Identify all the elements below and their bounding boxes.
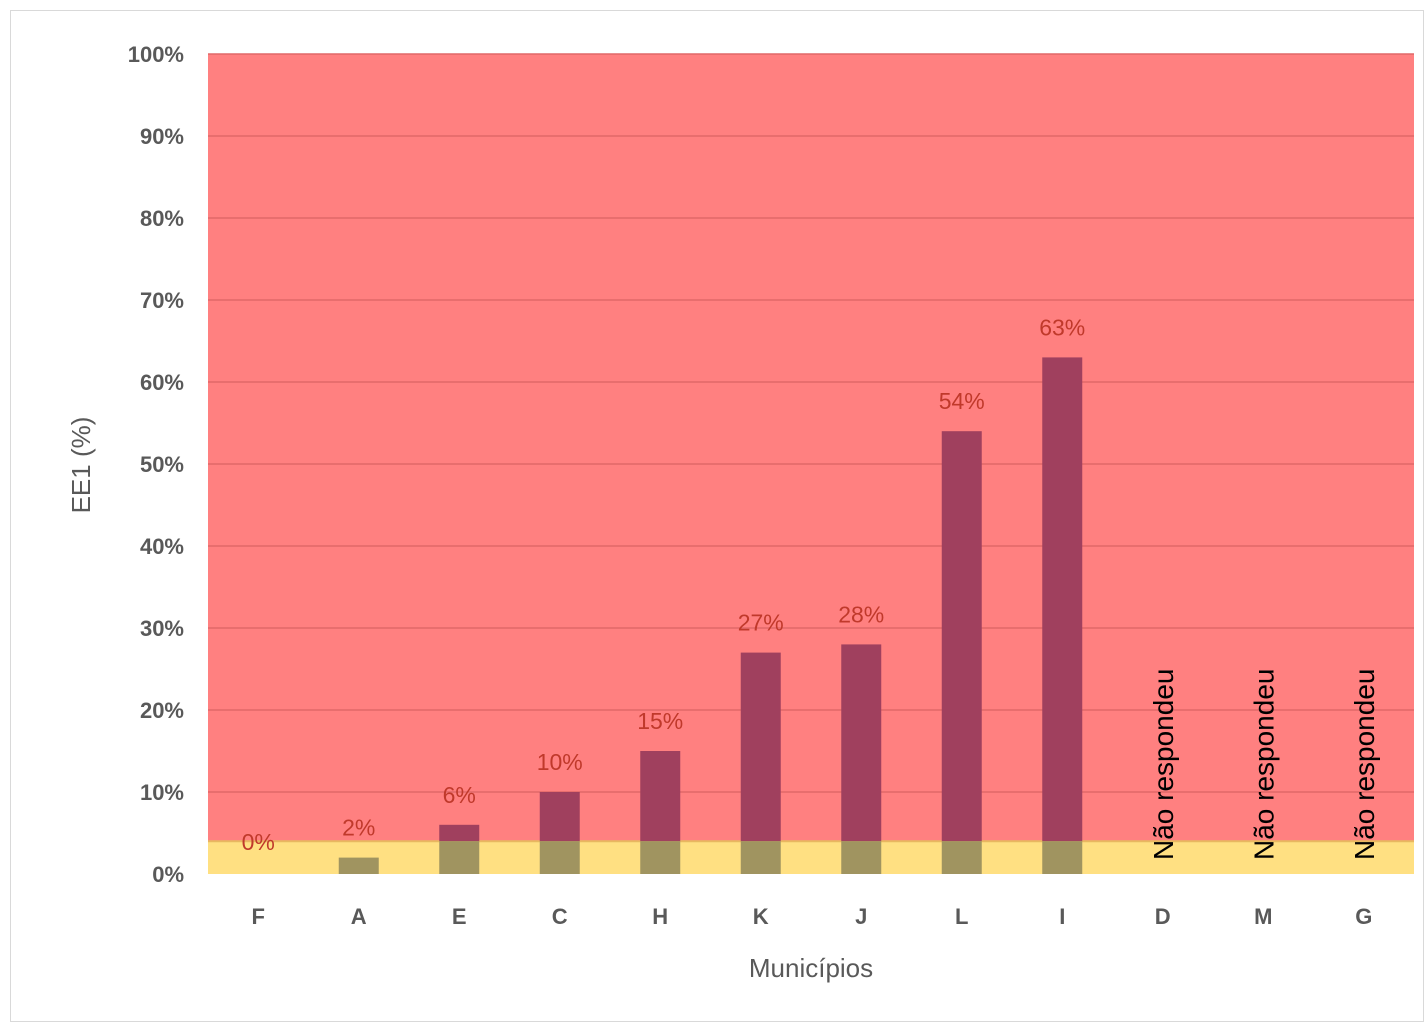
bar bbox=[1042, 357, 1083, 842]
y-tick-label: 70% bbox=[140, 288, 184, 313]
bar-low-segment bbox=[1042, 841, 1083, 874]
bar bbox=[941, 431, 982, 842]
no-response-label: Não respondeu bbox=[1349, 669, 1380, 860]
bar-low-segment bbox=[740, 841, 781, 874]
x-tick-label: E bbox=[452, 904, 467, 929]
data-label: 63% bbox=[1039, 314, 1085, 340]
gridlines bbox=[208, 53, 1414, 843]
x-tick-label: C bbox=[552, 904, 568, 929]
bar-low-segment bbox=[439, 841, 480, 874]
bar-low-segment bbox=[539, 841, 580, 874]
data-label: 6% bbox=[443, 782, 476, 808]
y-tick-label: 40% bbox=[140, 534, 184, 559]
bar bbox=[539, 792, 580, 842]
x-tick-label: K bbox=[753, 904, 769, 929]
background-band-0 bbox=[208, 841, 1414, 874]
x-tick-label: M bbox=[1254, 904, 1272, 929]
x-tick-label: L bbox=[955, 904, 968, 929]
y-tick-label: 100% bbox=[128, 42, 184, 67]
bar bbox=[740, 652, 781, 842]
data-label: 28% bbox=[838, 601, 884, 627]
bars bbox=[338, 357, 1083, 874]
data-label: 0% bbox=[242, 829, 275, 855]
y-tick-label: 10% bbox=[140, 780, 184, 805]
y-axis-ticks: 0% 10% 20% 30% 40% 50% 60% 70% 80% 90% 100% bbox=[128, 42, 184, 887]
bar-low-segment bbox=[640, 841, 681, 874]
y-axis-title: EE1 (%) bbox=[66, 417, 96, 514]
no-response-label: Não respondeu bbox=[1248, 669, 1279, 860]
x-tick-label: D bbox=[1155, 904, 1171, 929]
data-label: 10% bbox=[537, 749, 583, 775]
bar bbox=[439, 824, 480, 842]
bar bbox=[841, 644, 882, 842]
x-tick-label: F bbox=[252, 904, 265, 929]
y-tick-label: 80% bbox=[140, 206, 184, 231]
y-tick-label: 90% bbox=[140, 124, 184, 149]
x-tick-label: H bbox=[652, 904, 668, 929]
data-label: 2% bbox=[342, 815, 375, 841]
data-label: 54% bbox=[939, 388, 985, 414]
background-band-1 bbox=[208, 54, 1414, 842]
y-tick-label: 30% bbox=[140, 616, 184, 641]
x-axis-title: Municípios bbox=[749, 953, 873, 983]
y-tick-label: 20% bbox=[140, 698, 184, 723]
bar bbox=[640, 751, 681, 842]
x-tick-label: A bbox=[351, 904, 367, 929]
bar-low-segment bbox=[841, 841, 882, 874]
x-tick-label: I bbox=[1059, 904, 1065, 929]
bar-low-segment bbox=[941, 841, 982, 874]
y-tick-label: 60% bbox=[140, 370, 184, 395]
x-tick-label: J bbox=[855, 904, 867, 929]
y-tick-label: 0% bbox=[152, 862, 184, 887]
data-label: 15% bbox=[637, 708, 683, 734]
bar bbox=[338, 857, 379, 874]
no-response-label: Não respondeu bbox=[1148, 669, 1179, 860]
data-labels: 0% 2% 6% 10% 15% 27% 28% 54% 63% Não respondeu Não… bbox=[242, 314, 1380, 860]
x-tick-label: G bbox=[1355, 904, 1372, 929]
data-label: 27% bbox=[738, 610, 784, 636]
y-tick-label: 50% bbox=[140, 452, 184, 477]
